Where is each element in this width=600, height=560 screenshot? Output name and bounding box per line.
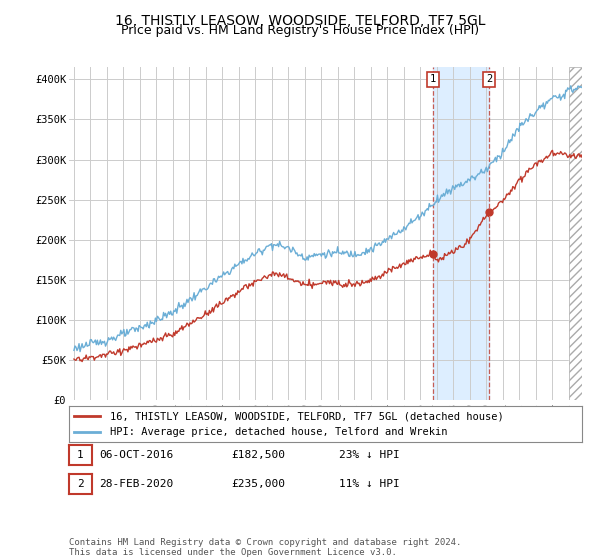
Text: 1: 1 [77, 450, 84, 460]
Bar [569, 67, 582, 400]
Text: £235,000: £235,000 [231, 479, 285, 489]
Text: 11% ↓ HPI: 11% ↓ HPI [339, 479, 400, 489]
Text: Price paid vs. HM Land Registry's House Price Index (HPI): Price paid vs. HM Land Registry's House … [121, 24, 479, 37]
Text: 23% ↓ HPI: 23% ↓ HPI [339, 450, 400, 460]
Text: £182,500: £182,500 [231, 450, 285, 460]
Text: 2: 2 [77, 479, 84, 489]
Text: 2: 2 [486, 74, 492, 84]
Text: 16, THISTLY LEASOW, WOODSIDE, TELFORD, TF7 5GL: 16, THISTLY LEASOW, WOODSIDE, TELFORD, T… [115, 14, 485, 28]
Text: 1: 1 [430, 74, 436, 84]
Text: 28-FEB-2020: 28-FEB-2020 [99, 479, 173, 489]
Bar [569, 67, 582, 400]
Text: HPI: Average price, detached house, Telford and Wrekin: HPI: Average price, detached house, Telf… [110, 427, 448, 437]
Text: 16, THISTLY LEASOW, WOODSIDE, TELFORD, TF7 5GL (detached house): 16, THISTLY LEASOW, WOODSIDE, TELFORD, T… [110, 411, 504, 421]
Bar [433, 67, 489, 400]
Text: Contains HM Land Registry data © Crown copyright and database right 2024.
This d: Contains HM Land Registry data © Crown c… [69, 538, 461, 557]
Text: 06-OCT-2016: 06-OCT-2016 [99, 450, 173, 460]
